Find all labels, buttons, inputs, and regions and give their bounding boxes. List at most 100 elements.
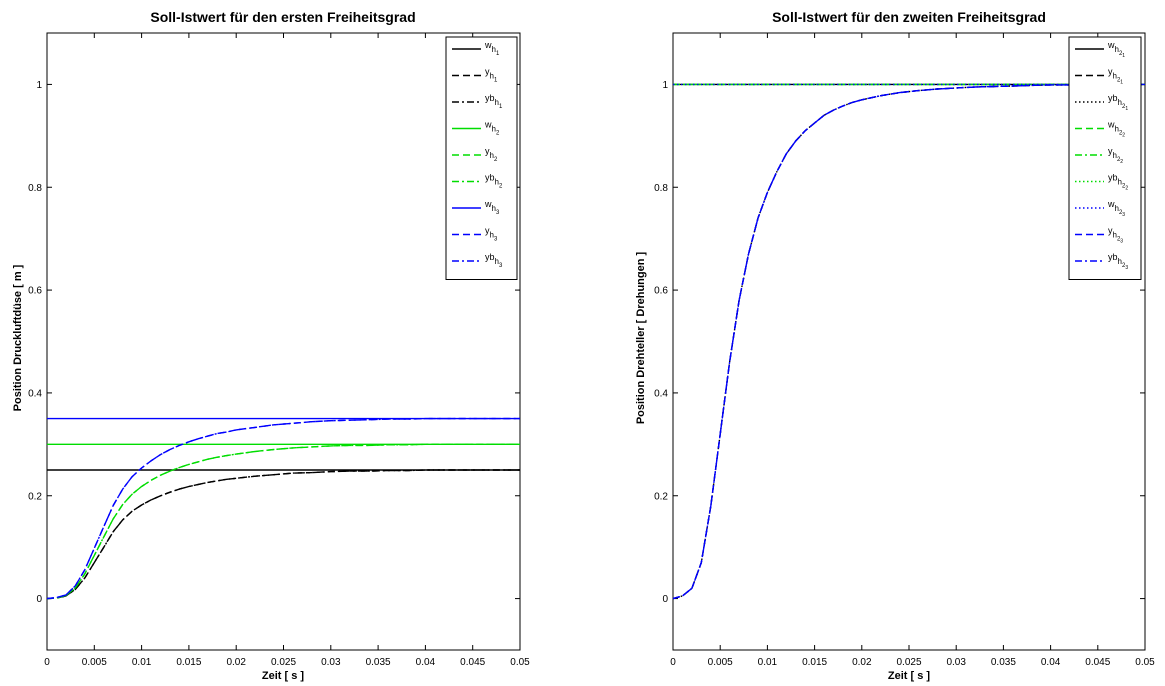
legend-label-main: y — [1108, 67, 1113, 77]
legend-label-subsub: 1 — [494, 78, 498, 84]
legend-label-main: yb — [485, 173, 495, 183]
chart-left-ylabel: Position Druckluftdüse [ m ] — [12, 264, 24, 411]
chart-left-ytick-label: 0.2 — [28, 491, 42, 502]
legend-label-subsub: 3 — [494, 237, 498, 243]
legend-label-main: w — [1107, 120, 1115, 130]
legend-label-main: yb — [1108, 252, 1118, 262]
legend-label-subsub2: 3 — [1122, 212, 1125, 218]
chart-left-xlabel: Zeit [ s ] — [262, 670, 305, 682]
chart-right-ytick-label: 0.8 — [654, 183, 668, 194]
legend-label-subsub: 2 — [1122, 184, 1126, 190]
chart-right-legend-label: yh22 — [1108, 146, 1123, 165]
legend-label-subsub2: 3 — [1125, 265, 1128, 271]
legend-label-subsub2: 1 — [1125, 106, 1128, 112]
chart-right-legend-label: yh23 — [1108, 226, 1123, 245]
chart-left-series-line-3 — [46, 469, 520, 600]
chart-left-xtick-label: 0.025 — [271, 657, 296, 668]
chart-left-legend-label: yh2 — [485, 146, 498, 163]
legend-label-sub: h — [1115, 125, 1119, 134]
legend-label-main: y — [485, 146, 490, 156]
legend-label-main: w — [484, 120, 492, 130]
legend-label-sub: h — [495, 178, 499, 187]
legend-label-sub: h — [1113, 151, 1117, 160]
chart-right-xtick-label: 0.025 — [896, 657, 921, 668]
legend-label-main: w — [484, 40, 492, 50]
legend-label-main: y — [485, 226, 490, 236]
legend-label-sub: h — [492, 204, 496, 213]
chart-right-xtick-label: 0.005 — [708, 657, 733, 668]
legend-label-sub: h — [1118, 257, 1122, 266]
legend-label-subsub: 2 — [1119, 131, 1123, 137]
legend-label-main: w — [1107, 40, 1115, 50]
legend-label-subsub: 3 — [496, 210, 500, 216]
legend-label-sub: h — [495, 98, 499, 107]
chart-left-ytick-label: 0.8 — [28, 183, 42, 194]
legend-label-subsub: 2 — [1122, 263, 1126, 269]
chart-right-ytick-label: 0.6 — [654, 286, 668, 297]
chart-left-ytick-label: 0.4 — [28, 388, 42, 399]
legend-label-sub: h — [1113, 231, 1117, 240]
chart-left-legend-label: wh2 — [484, 120, 500, 137]
chart-left-series-line-6 — [46, 443, 520, 600]
chart-left-legend-label: ybh2 — [485, 173, 503, 190]
legend-label-main: w — [484, 199, 492, 209]
legend-label-subsub: 2 — [499, 184, 503, 190]
chart-left-xtick-label: 0.045 — [460, 657, 485, 668]
chart-right-xtick-label: 0.02 — [852, 657, 872, 668]
legend-label-subsub2: 1 — [1120, 80, 1123, 86]
chart-left-xtick-label: 0.035 — [366, 657, 391, 668]
legend-label-subsub2: 3 — [1120, 239, 1123, 245]
legend-label-subsub2: 1 — [1122, 53, 1125, 59]
legend-label-sub: h — [492, 45, 496, 54]
chart-right-title: Soll-Istwert für den zweiten Freiheitsgr… — [772, 9, 1046, 25]
chart-right-ytick-label: 0.2 — [654, 491, 668, 502]
chart-right-legend-label: ybh21 — [1108, 93, 1128, 112]
legend-label-subsub: 3 — [499, 263, 503, 269]
legend-label-sub: h — [1115, 45, 1119, 54]
legend-label-subsub: 2 — [1122, 104, 1126, 110]
legend-label-main: y — [1108, 146, 1113, 156]
chart-left-series-line-9 — [46, 417, 520, 600]
chart-right-ytick-label: 0.4 — [654, 388, 668, 399]
chart-right-legend-label: ybh22 — [1108, 173, 1128, 192]
legend-label-sub: h — [490, 72, 494, 81]
legend-label-sub: h — [1118, 98, 1122, 107]
chart-right-legend-box — [1068, 36, 1142, 280]
chart-left-legend-box — [445, 36, 518, 280]
chart-right-xtick-label: 0.03 — [946, 657, 966, 668]
chart-right-legend-label: ybh23 — [1108, 252, 1128, 271]
chart-left-legend-label: wh3 — [484, 199, 500, 216]
chart-right-legend-label: wh21 — [1107, 40, 1125, 59]
legend-label-sub: h — [490, 151, 494, 160]
chart-left-legend-label: ybh1 — [485, 93, 503, 110]
chart-right-legend-label: wh22 — [1107, 120, 1125, 139]
chart-right-xtick-label: 0.04 — [1041, 657, 1061, 668]
chart-right: 0 0.005 0.01 0.015 0.02 0.025 0.03 0.035 0.04 0.0… — [635, 9, 1155, 682]
chart-left: 0 0.005 0.01 0.015 0.02 0.025 0.03 0.035 0.04 0.0… — [12, 9, 530, 682]
chart-right-ytick-label: 1 — [662, 80, 668, 91]
legend-label-subsub: 2 — [1117, 78, 1121, 84]
chart-right-xtick-label: 0 — [670, 657, 676, 668]
chart-right-legend-label: wh23 — [1107, 199, 1125, 218]
chart-right-xtick-label: 0.045 — [1085, 657, 1110, 668]
legend-label-subsub: 2 — [1119, 51, 1123, 57]
legend-label-main: yb — [1108, 173, 1118, 183]
legend-label-subsub2: 2 — [1125, 186, 1128, 192]
legend-label-main: y — [485, 67, 490, 77]
chart-left-xtick-label: 0.005 — [82, 657, 107, 668]
legend-label-main: yb — [485, 252, 495, 262]
legend-label-subsub: 2 — [494, 157, 498, 163]
chart-right-ylabel: Position Drehteller [ Drehungen ] — [635, 251, 647, 424]
legend-label-subsub: 2 — [1119, 210, 1123, 216]
chart-left-xtick-label: 0.015 — [176, 657, 201, 668]
legend-label-subsub: 2 — [496, 131, 500, 137]
chart-right-xtick-label: 0.01 — [758, 657, 778, 668]
chart-right-xtick-label: 0.015 — [802, 657, 827, 668]
chart-left-xtick-label: 0.02 — [226, 657, 246, 668]
chart-right-xlabel: Zeit [ s ] — [888, 670, 931, 682]
chart-left-plot-area — [46, 32, 521, 651]
chart-right-plot-area — [672, 32, 1146, 651]
